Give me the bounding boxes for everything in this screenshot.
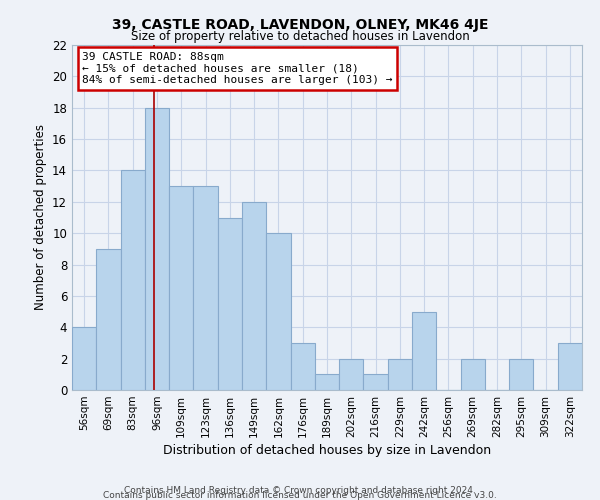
- X-axis label: Distribution of detached houses by size in Lavendon: Distribution of detached houses by size …: [163, 444, 491, 457]
- Text: Contains public sector information licensed under the Open Government Licence v3: Contains public sector information licen…: [103, 491, 497, 500]
- Bar: [364, 374, 388, 390]
- Bar: [121, 170, 145, 390]
- Bar: [339, 358, 364, 390]
- Text: 39 CASTLE ROAD: 88sqm
← 15% of detached houses are smaller (18)
84% of semi-deta: 39 CASTLE ROAD: 88sqm ← 15% of detached …: [82, 52, 392, 85]
- Y-axis label: Number of detached properties: Number of detached properties: [34, 124, 47, 310]
- Bar: [388, 358, 412, 390]
- Bar: [145, 108, 169, 390]
- Bar: [242, 202, 266, 390]
- Bar: [72, 328, 96, 390]
- Text: Size of property relative to detached houses in Lavendon: Size of property relative to detached ho…: [131, 30, 469, 43]
- Bar: [290, 343, 315, 390]
- Bar: [412, 312, 436, 390]
- Bar: [193, 186, 218, 390]
- Bar: [169, 186, 193, 390]
- Bar: [96, 249, 121, 390]
- Text: 39, CASTLE ROAD, LAVENDON, OLNEY, MK46 4JE: 39, CASTLE ROAD, LAVENDON, OLNEY, MK46 4…: [112, 18, 488, 32]
- Bar: [315, 374, 339, 390]
- Bar: [218, 218, 242, 390]
- Bar: [558, 343, 582, 390]
- Bar: [461, 358, 485, 390]
- Bar: [266, 233, 290, 390]
- Text: Contains HM Land Registry data © Crown copyright and database right 2024.: Contains HM Land Registry data © Crown c…: [124, 486, 476, 495]
- Bar: [509, 358, 533, 390]
